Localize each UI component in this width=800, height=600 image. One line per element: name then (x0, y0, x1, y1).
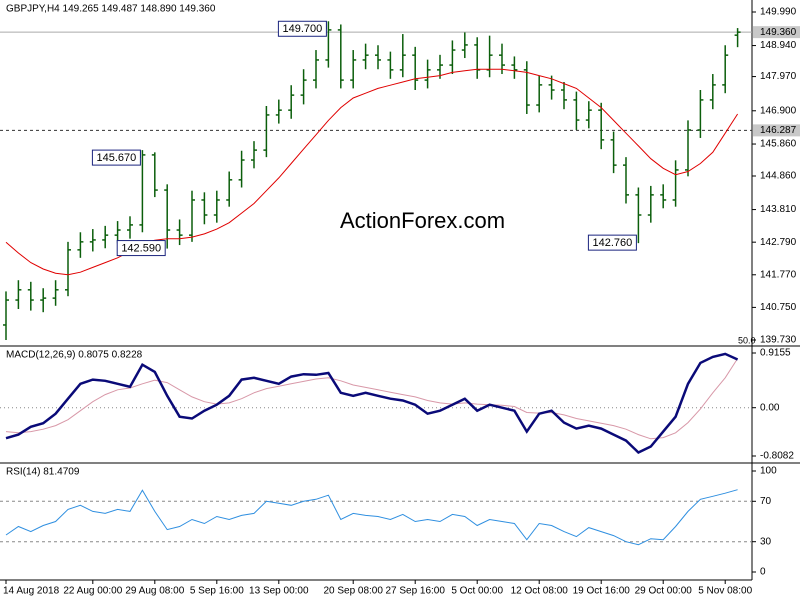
macd-line (5, 352, 739, 455)
y-tick-label: 70 (760, 496, 772, 507)
current-price-label: 149.360 (760, 27, 797, 38)
annotation-label: 145.670 (97, 152, 137, 164)
annotation-box (116, 240, 166, 257)
y-tick-label: 146.900 (760, 105, 797, 116)
y-tick-label: 0.9155 (760, 348, 791, 359)
x-tick-label: 29 Aug 08:00 (125, 586, 184, 597)
x-tick-label: 5 Nov 08:00 (698, 586, 752, 597)
y-tick-label: 147.970 (760, 71, 797, 82)
signal-line (5, 358, 739, 440)
annotation-label: 149.700 (283, 23, 323, 35)
x-tick-label: 19 Oct 16:00 (573, 586, 631, 597)
y-tick-label: 0 (760, 567, 766, 578)
watermark: ActionForex.com (340, 208, 505, 233)
x-tick-label: 27 Sep 16:00 (385, 586, 445, 597)
rsi-line (5, 489, 738, 546)
y-tick-label: 100 (760, 466, 777, 477)
annotation-box (91, 149, 141, 166)
x-tick-label: 12 Oct 08:00 (511, 586, 569, 597)
y-tick-label: 149.990 (760, 7, 797, 18)
y-tick-label: 143.810 (760, 204, 797, 215)
chart-title: GBPJPY,H4 149.265 149.487 148.890 149.36… (6, 4, 216, 15)
y-tick-label: 145.860 (760, 139, 797, 150)
x-tick-label: 22 Aug 00:00 (63, 586, 122, 597)
y-tick-label: 0.00 (760, 402, 780, 413)
y-tick-label: 144.860 (760, 171, 797, 182)
x-tick-label: 5 Oct 00:00 (451, 586, 503, 597)
x-tick-label: 13 Sep 00:00 (249, 586, 309, 597)
y-tick-label: 142.790 (760, 237, 797, 248)
corner-note: 50.0 (738, 335, 756, 345)
y-tick-label: 141.770 (760, 269, 797, 280)
x-tick-label: 20 Sep 08:00 (323, 586, 383, 597)
level-label-box (753, 124, 800, 137)
annotation-box (587, 234, 637, 251)
x-tick-label: 29 Oct 00:00 (635, 586, 693, 597)
x-tick-label: 14 Aug 2018 (3, 586, 60, 597)
y-tick-label: 139.730 (760, 335, 797, 346)
current-price-box (753, 26, 800, 39)
annotation-label: 142.760 (593, 237, 633, 249)
macd-title: MACD(12,26,9) 0.8075 0.8228 (6, 350, 143, 361)
y-tick-label: 140.750 (760, 302, 797, 313)
y-tick-label: 148.940 (760, 40, 797, 51)
level-label: 146.287 (760, 125, 797, 136)
y-tick-label: -0.8082 (760, 451, 794, 462)
annotation-label: 142.590 (121, 242, 161, 254)
rsi-title: RSI(14) 81.4709 (6, 467, 80, 478)
y-tick-label: 30 (760, 536, 772, 547)
annotation-box (277, 20, 327, 37)
x-tick-label: 5 Sep 16:00 (190, 586, 244, 597)
